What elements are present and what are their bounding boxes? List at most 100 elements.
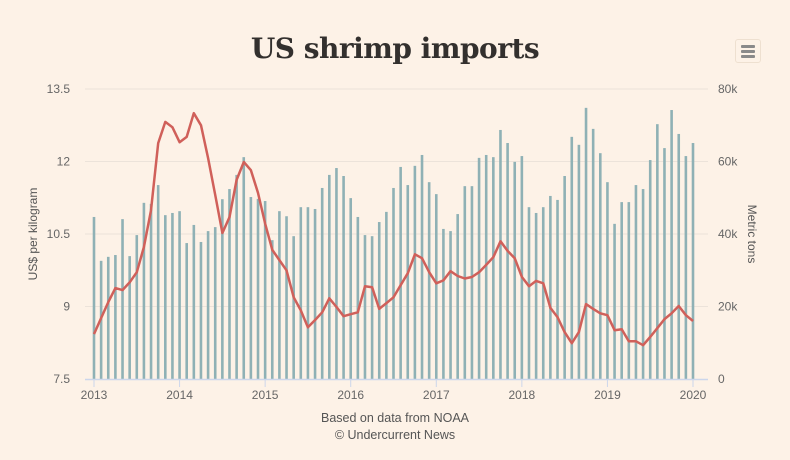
tons-bar <box>370 236 374 379</box>
tons-bar <box>213 227 217 379</box>
y-left-tick-label: 7.5 <box>53 372 70 386</box>
tons-bar <box>142 202 146 379</box>
tons-bar <box>684 156 688 379</box>
tons-bar <box>164 215 167 379</box>
tons-bar <box>92 216 96 379</box>
tons-bar <box>249 197 253 379</box>
y-left-tick-label: 10.5 <box>47 227 71 241</box>
tons-bar <box>156 185 160 379</box>
tons-bar <box>121 219 124 379</box>
tons-bar <box>606 182 609 379</box>
tons-bar <box>128 256 131 379</box>
gridlines <box>85 88 708 307</box>
tons-bar <box>420 154 424 379</box>
x-tick-label: 2020 <box>680 388 707 402</box>
tons-bar <box>670 110 673 380</box>
x-tick-label: 2015 <box>252 388 279 402</box>
tons-bar <box>299 207 303 379</box>
tons-bar <box>584 107 588 379</box>
tons-bar <box>192 224 196 379</box>
tons-bar <box>634 185 638 379</box>
tons-bar <box>235 174 238 379</box>
tons-bar <box>570 136 574 379</box>
tons-bar <box>663 148 666 379</box>
tons-bar <box>320 187 324 379</box>
tons-bar <box>135 235 139 379</box>
tons-bar <box>306 207 310 379</box>
y-right-tick-label: 0 <box>718 372 725 386</box>
tons-bar <box>149 203 153 379</box>
tons-bar <box>527 207 531 379</box>
tons-bar <box>256 198 260 379</box>
y-right-tick-labels: 0 20k 40k 60k 80k <box>718 82 738 386</box>
tons-bar <box>591 128 595 379</box>
tons-bar <box>434 194 438 379</box>
tons-bar <box>270 240 274 379</box>
tons-bar <box>242 157 246 379</box>
hamburger-menu-icon-line <box>741 55 755 58</box>
tons-bar <box>363 235 367 379</box>
tons-bar <box>349 198 353 379</box>
tons-bar <box>206 231 210 379</box>
tons-bar <box>477 157 481 379</box>
chart-menu-button[interactable] <box>735 39 761 63</box>
tons-bar <box>577 144 581 379</box>
y-left-tick-label: 9 <box>63 300 70 314</box>
tons-bar <box>199 241 203 379</box>
tons-bar <box>534 212 538 379</box>
tons-bar <box>427 182 431 379</box>
tons-bar <box>406 185 410 379</box>
tons-bar <box>171 212 174 379</box>
tons-bar <box>463 186 467 379</box>
tons-bar <box>484 154 488 379</box>
tons-bar <box>221 199 224 379</box>
tons-bar <box>456 214 459 379</box>
y-left-axis-title: US$ per kilogram <box>26 188 40 281</box>
tons-bar <box>392 187 395 379</box>
tons-bar <box>520 156 524 379</box>
tons-bar <box>292 236 295 379</box>
tons-bar <box>449 231 452 379</box>
tons-bar <box>342 176 345 379</box>
tons-bar <box>285 216 288 379</box>
tons-bars <box>92 107 695 380</box>
y-right-axis-title: Metric tons <box>745 205 759 264</box>
y-left-tick-label: 13.5 <box>47 82 71 96</box>
tons-bar <box>399 166 402 379</box>
chart-title: US shrimp imports <box>250 32 540 65</box>
tons-bar <box>413 165 417 379</box>
y-right-tick-label: 60k <box>718 155 738 169</box>
y-right-tick-label: 40k <box>718 227 738 241</box>
x-tick-label: 2019 <box>594 388 621 402</box>
tons-bar <box>178 211 181 379</box>
x-tick-label: 2016 <box>337 388 364 402</box>
tons-bar <box>598 153 602 379</box>
tons-bar <box>677 133 681 379</box>
x-tick-label: 2013 <box>81 388 108 402</box>
tons-bar <box>620 202 623 379</box>
x-tick-label: 2017 <box>423 388 450 402</box>
tons-bar <box>492 157 495 379</box>
y-right-tick-label: 80k <box>718 82 738 96</box>
hamburger-menu-icon <box>741 45 755 48</box>
tons-bar <box>506 143 509 379</box>
tons-bar <box>499 129 502 379</box>
tons-bar <box>106 256 110 379</box>
x-ticks: 2013 2014 2015 2016 2017 2018 2019 2020 <box>81 379 707 402</box>
tons-bar <box>385 211 388 379</box>
y-left-tick-label: 12 <box>57 155 71 169</box>
tons-bar <box>691 143 695 379</box>
tons-bar <box>470 186 474 379</box>
tons-bar <box>613 223 616 379</box>
tons-bar <box>549 195 552 379</box>
copyright-credit: © Undercurrent News <box>334 428 456 442</box>
tons-bar <box>556 199 559 379</box>
tons-bar <box>656 124 659 379</box>
x-tick-label: 2018 <box>509 388 536 402</box>
tons-bar <box>356 216 360 379</box>
y-right-tick-label: 20k <box>718 300 738 314</box>
tons-bar <box>228 189 231 379</box>
tons-bar <box>563 176 566 379</box>
tons-bar <box>335 168 338 379</box>
